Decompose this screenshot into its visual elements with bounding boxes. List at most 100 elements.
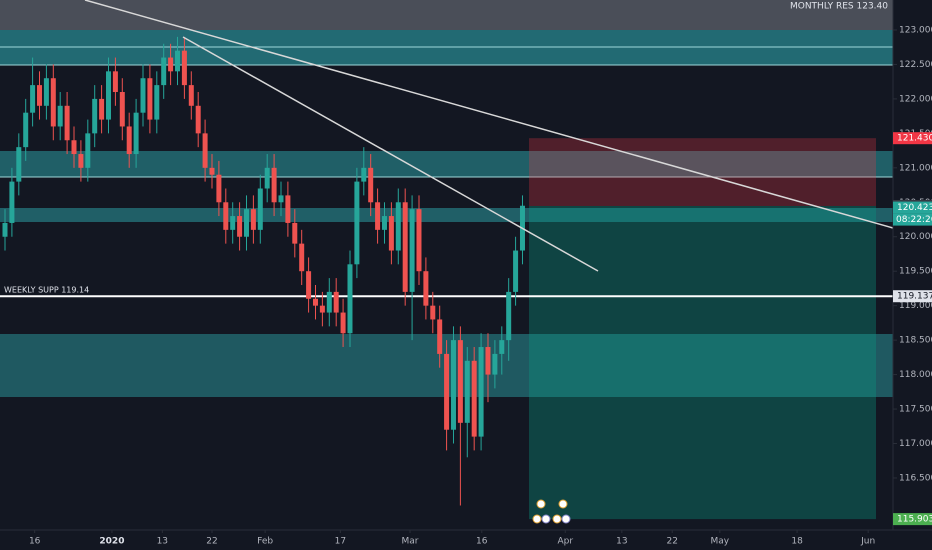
candle-body [168, 57, 174, 72]
candle-body [188, 85, 194, 106]
y-tick-label: 119.500 [899, 267, 932, 277]
candle-body [395, 202, 401, 251]
candle-body [319, 305, 325, 313]
candle-body [347, 264, 353, 334]
candle-body [478, 347, 484, 437]
candle-body [112, 71, 118, 93]
candle-body [78, 154, 84, 168]
zone [0, 151, 893, 177]
candle-body [147, 78, 153, 120]
y-tick-label: 122.000 [899, 94, 932, 104]
candle-body [457, 340, 463, 423]
candle-body [312, 298, 318, 306]
candle-body [381, 216, 387, 230]
candle-body [16, 147, 22, 182]
candle-body [195, 105, 201, 134]
candle-body [161, 57, 167, 86]
candle-body [264, 167, 270, 189]
candle-body [216, 174, 222, 203]
candle-body [126, 126, 132, 155]
candle-body [361, 167, 367, 182]
candle-body [92, 98, 98, 134]
x-tick-label: 13 [616, 537, 627, 547]
candle-body [140, 78, 146, 113]
y-tick-label: 118.500 [899, 336, 932, 346]
event-icons [532, 499, 571, 524]
candle-body [416, 209, 422, 272]
candle-body [230, 216, 236, 230]
countdown-tag [893, 213, 932, 226]
x-tick-label: May [711, 537, 730, 547]
price-tag-label: 121.430 [897, 134, 932, 144]
level-tag-label: 119.137 [897, 292, 932, 302]
trendline [182, 36, 599, 272]
candle-body [50, 78, 56, 127]
candle-body [71, 140, 77, 155]
candle-body [513, 250, 519, 292]
candle-body [368, 167, 374, 203]
candle-body [174, 50, 180, 72]
x-tick-label: 22 [206, 537, 217, 547]
candle-body [57, 105, 63, 127]
candle-body [492, 353, 498, 375]
candle-body [257, 188, 263, 230]
candle-body [2, 222, 8, 237]
candle-body [119, 92, 125, 127]
candle-body [64, 105, 70, 141]
y-tick-label: 122.500 [899, 60, 932, 70]
y-tick-label: 117.500 [899, 405, 932, 415]
x-tick-label: 2020 [99, 537, 124, 547]
y-tick-label: 116.500 [899, 473, 932, 483]
candle-body [154, 85, 160, 120]
candle-body [105, 71, 111, 120]
y-tick-label: 120.000 [899, 232, 932, 242]
candle-body [506, 291, 512, 341]
candle-body [333, 291, 339, 313]
candle-body [437, 319, 443, 354]
level-tag [893, 290, 932, 303]
candle-body [388, 216, 394, 251]
target-zone [529, 206, 876, 520]
trendline [84, 0, 894, 229]
x-tick-label: 22 [666, 537, 677, 547]
x-tick-label: 16 [29, 537, 41, 547]
candle-body [285, 195, 291, 223]
candle-body [375, 202, 381, 230]
candle-body [202, 133, 208, 168]
price-tag [893, 132, 932, 145]
countdown-label: 08:22:26 [896, 215, 932, 225]
candle-body [271, 167, 277, 203]
x-tick-label: Jun [860, 537, 875, 547]
level-title: MONTHLY RES 123.40 [790, 2, 888, 12]
candle-body [223, 202, 229, 230]
candle-body [485, 347, 491, 375]
support-label: WEEKLY SUPP 119.14 [4, 286, 89, 295]
x-tick-label: Apr [557, 537, 573, 547]
candle-body [237, 216, 243, 237]
price-tag-label: 115.903 [897, 515, 932, 525]
candle-body [354, 181, 360, 265]
candle-body [43, 78, 49, 106]
candle-body [30, 85, 36, 113]
candle-body [209, 167, 215, 175]
x-tick-label: Mar [402, 537, 419, 547]
candle-body [299, 243, 305, 272]
y-tick-label: 118.000 [899, 370, 932, 380]
price-axis [893, 0, 932, 550]
candle-body [250, 209, 256, 230]
candle-body [340, 312, 346, 334]
x-tick-label: Feb [257, 537, 273, 547]
y-tick-label: 119.000 [899, 301, 932, 311]
candle-body [23, 112, 29, 148]
stop-zone [529, 138, 876, 207]
candle-body [181, 50, 187, 86]
x-tick-label: 18 [791, 537, 803, 547]
zone [0, 208, 893, 222]
x-tick-label: 16 [476, 537, 488, 547]
y-tick-label: 123.000 [899, 25, 932, 35]
price-tag [893, 513, 932, 526]
candle-body [464, 360, 470, 423]
candle-body [499, 340, 505, 354]
candle-body [326, 291, 332, 313]
